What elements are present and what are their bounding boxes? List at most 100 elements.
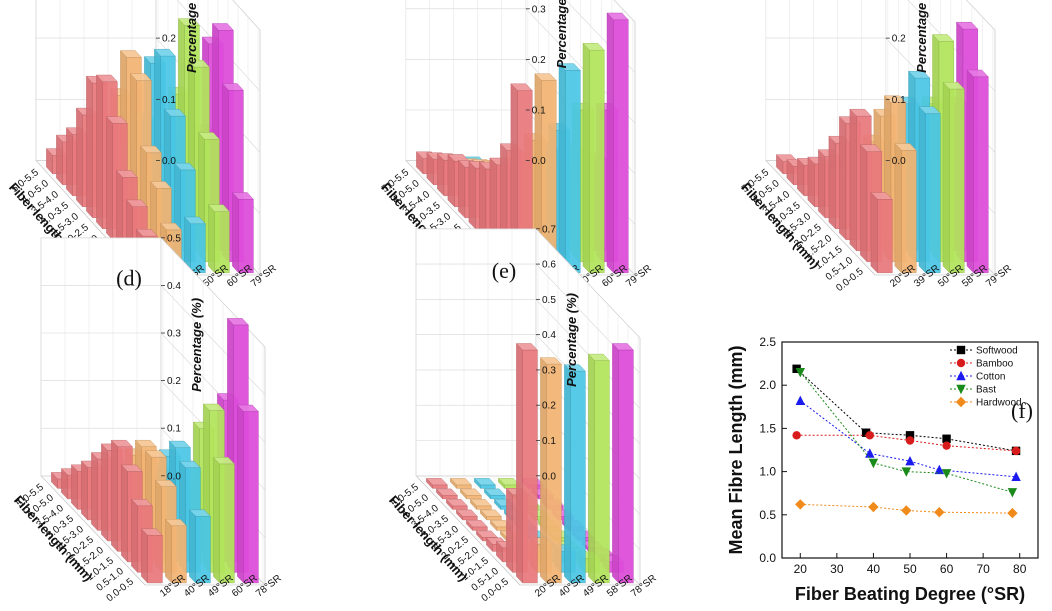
bar-top: [144, 450, 167, 458]
bar-40SR-5.0-5.5: [449, 477, 472, 489]
data-point: [901, 467, 911, 477]
bar-front: [462, 516, 478, 521]
bar-front: [243, 411, 259, 584]
bar-top: [221, 83, 244, 91]
data-point: [792, 431, 801, 440]
bar-top: [125, 199, 148, 207]
bar-top: [469, 499, 492, 507]
data-point: [941, 469, 952, 479]
bar-front: [522, 349, 538, 584]
x-tick-label: 70: [976, 562, 990, 576]
bar-50SR-0.0-0.5: [558, 63, 581, 274]
bar-top: [105, 116, 128, 124]
x-tick-label: 40: [867, 562, 881, 576]
series-bast: [795, 368, 1018, 498]
data-point: [865, 448, 875, 458]
bar-top: [183, 216, 206, 225]
bar-side: [828, 135, 836, 230]
bar-60SR-0.0-0.5: [582, 42, 605, 274]
bar-top: [134, 440, 157, 447]
bar-side: [111, 439, 118, 552]
legend-marker: [956, 345, 966, 355]
bar-top: [455, 509, 478, 517]
bar-front: [147, 535, 163, 584]
bar-side: [540, 357, 547, 584]
bar-front: [949, 88, 965, 273]
x-tick-label: 60: [940, 562, 954, 576]
legend-label: Bamboo: [976, 359, 1014, 370]
bar-side: [141, 528, 148, 584]
bar-top: [483, 488, 506, 496]
bar-top: [163, 108, 186, 117]
data-point: [1011, 471, 1021, 481]
z-tick-label: 0.7: [542, 224, 556, 235]
data-point: [795, 395, 805, 405]
bar-60SR-0.0-0.5: [207, 204, 230, 274]
bar-front: [452, 505, 468, 510]
bar-front: [238, 199, 254, 273]
legend-label: Softwood: [976, 346, 1018, 357]
bar-top: [563, 364, 586, 372]
bar-79SR-0.0-0.5: [231, 191, 254, 274]
bar-side: [165, 518, 172, 584]
bar-side: [213, 456, 220, 584]
bar-front: [570, 371, 586, 584]
z-tick-label: 0.3: [532, 4, 546, 15]
bar-top: [459, 488, 482, 496]
bar-20SR-0.0-0.5: [870, 192, 893, 274]
bar-front: [456, 484, 472, 489]
bar-side: [447, 153, 455, 208]
bar-top: [449, 478, 472, 486]
z-tick-label: 0.1: [167, 424, 181, 435]
legend-item-softwood: Softwood: [950, 346, 1018, 357]
y-tick-label: 0.5: [759, 508, 776, 522]
bar-60SR-0.0-0.5: [212, 456, 235, 584]
z-tick-label: 0.2: [892, 34, 906, 45]
panel-label: (d): [116, 265, 142, 290]
bar-top: [883, 95, 907, 103]
z-tick-label: 0.0: [542, 471, 556, 482]
z-axis-title: Percentage (%): [914, 0, 929, 73]
bar-side: [870, 192, 878, 274]
bar-20SR-0.0-0.5: [515, 343, 538, 584]
bar-front: [466, 495, 482, 500]
bar-top: [859, 144, 883, 152]
bar-front: [594, 360, 610, 584]
bar-front: [618, 349, 634, 584]
bar-front: [973, 76, 989, 273]
bar-top: [207, 204, 230, 212]
series-line: [800, 503, 1013, 514]
bar-front: [589, 50, 605, 273]
z-tick-label: 0.3: [542, 365, 556, 376]
legend-label: Hardwood: [976, 398, 1022, 409]
bar-top: [231, 192, 254, 200]
data-point: [1011, 446, 1021, 456]
bar-top: [606, 12, 629, 20]
bar-top: [894, 143, 917, 151]
x-axis-title: Fiber Beating Degree (°SR): [795, 584, 1025, 604]
bar-top: [849, 108, 872, 117]
bar-58SR-0.0-0.5: [587, 353, 610, 584]
bar-49SR-4.0-5.0: [483, 488, 506, 500]
legend-label: Bast: [976, 385, 996, 396]
z-tick-label: 0.6: [542, 260, 556, 271]
series-cotton: [795, 395, 1021, 481]
bar-20SR-3.5-4.0: [445, 498, 468, 510]
bar-top: [120, 464, 143, 472]
legend-label: Cotton: [976, 372, 1005, 383]
series-hardwood: [795, 499, 1018, 519]
bar-front: [613, 19, 629, 273]
bar-side: [81, 460, 88, 521]
data-point: [905, 431, 915, 440]
back-wall: [405, 0, 527, 161]
bar-top: [932, 34, 955, 42]
bar-top: [135, 228, 158, 237]
bar-side: [966, 69, 974, 274]
bar-top: [212, 457, 235, 465]
data-point: [795, 368, 805, 378]
z-tick-label: 0.1: [542, 436, 556, 447]
bar-top: [110, 440, 133, 447]
series-line: [799, 371, 1013, 493]
